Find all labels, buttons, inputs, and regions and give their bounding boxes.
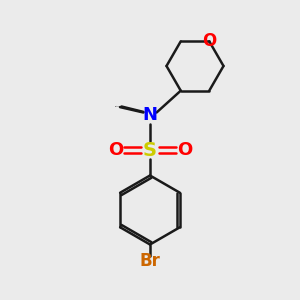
Text: S: S bbox=[143, 140, 157, 160]
Text: Br: Br bbox=[140, 252, 160, 270]
Text: O: O bbox=[202, 32, 216, 50]
Text: O: O bbox=[177, 141, 192, 159]
Text: N: N bbox=[142, 106, 158, 124]
Text: O: O bbox=[108, 141, 123, 159]
Text: methyl: methyl bbox=[115, 106, 119, 107]
